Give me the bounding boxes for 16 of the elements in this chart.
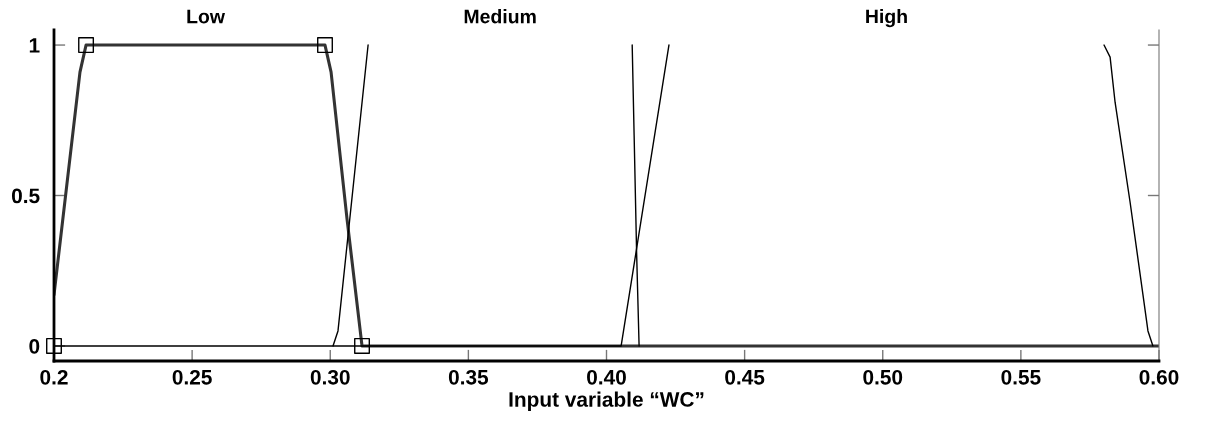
x-tick-label: 0.25 [172,369,212,385]
y-tick-label: 1 [29,38,40,53]
x-tick-label: 0.45 [725,369,765,385]
y-tick-label: 0.5 [11,188,40,204]
y-tick-label: 0 [29,338,40,354]
text: High [866,9,907,28]
x-axis-title: Input variable “WC” [509,391,704,411]
text: Medium [464,9,536,24]
x-tick-label: 0.2 [40,369,68,385]
x-tick-label: 0.40 [587,369,626,385]
x-tick-label: 0.50 [863,369,903,385]
x-tick-label: 0.35 [448,369,489,385]
x-tick-label: 0.55 [1001,369,1041,385]
text: Low [187,9,225,24]
x-tick-label: 0.30 [310,369,350,385]
x-tick-label: 0.60 [1139,369,1179,385]
